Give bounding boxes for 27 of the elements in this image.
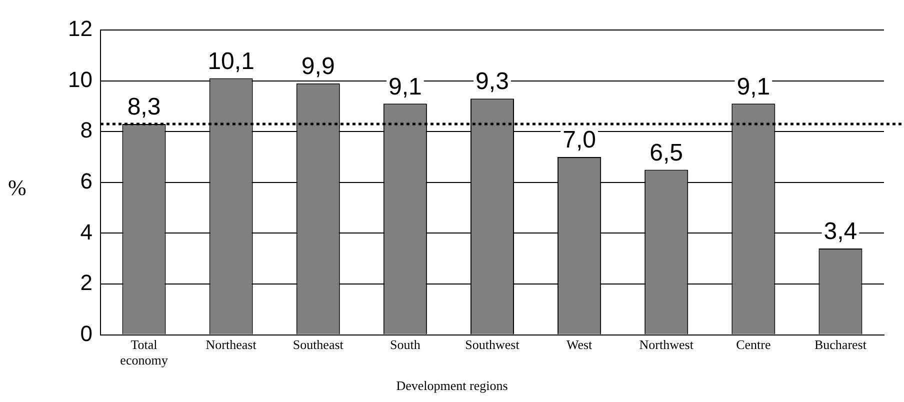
data-label: 10,1 [208, 48, 254, 75]
data-label: 7,0 [562, 126, 596, 154]
y-tick-label: 6 [80, 168, 92, 194]
data-label: 9,3 [476, 68, 509, 96]
data-label: 9,9 [301, 52, 335, 80]
x-tick-label: Bucharest [814, 337, 867, 352]
y-tick-label: 2 [80, 270, 92, 296]
x-tick-label: Northeast [206, 337, 257, 352]
x-tick-label: Centre [736, 337, 771, 352]
x-axis-title: Development regions [395, 378, 509, 394]
y-tick-label: 4 [80, 219, 92, 244]
data-label: 6,5 [650, 139, 684, 166]
x-tick-label: South [390, 337, 421, 352]
x-tick-label: Northwest [639, 337, 694, 352]
y-axis-title: % [8, 175, 26, 201]
y-tick-label: 12 [68, 16, 92, 42]
data-label: 3,4 [824, 218, 858, 246]
data-label: 9,1 [388, 73, 422, 100]
data-label: 8,3 [127, 94, 161, 121]
x-tick-label: Southwest [465, 337, 520, 352]
x-tick-label: Total economy [120, 337, 168, 368]
data-label: 9,1 [736, 73, 770, 100]
x-tick-label: West [566, 337, 593, 352]
y-tick-label: 0 [80, 320, 92, 346]
x-tick-label: Southeast [292, 337, 344, 352]
y-tick-label: 8 [80, 118, 92, 143]
y-tick-label: 10 [68, 66, 92, 92]
